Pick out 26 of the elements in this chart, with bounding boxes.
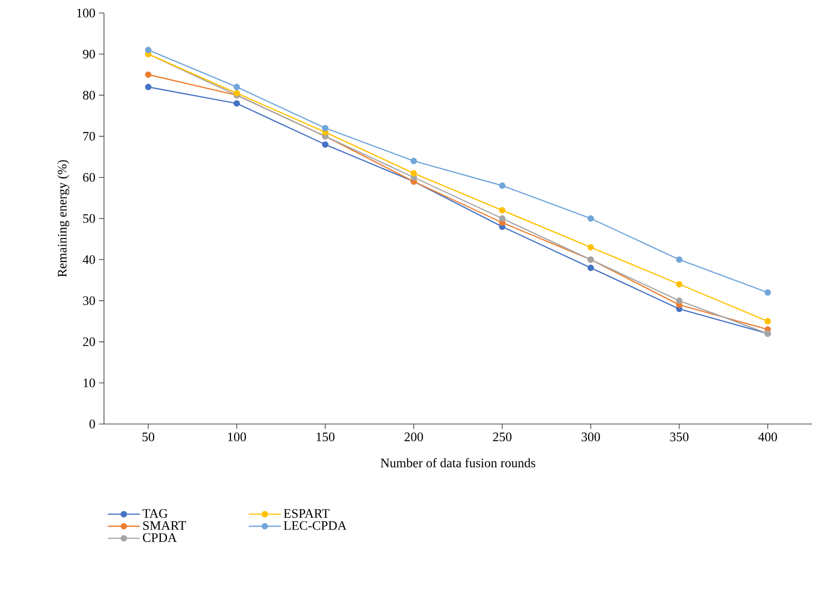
y-tick-label: 80 [83, 90, 95, 100]
x-tick-label: 400 [758, 432, 777, 442]
x-tick-label: 350 [670, 432, 688, 442]
y-tick-label: 50 [83, 214, 95, 223]
x-axis-title: Number of data fusion rounds [380, 458, 536, 468]
legend-label: ESPART [284, 509, 330, 518]
x-tick-label: 50 [142, 432, 154, 442]
y-tick-label: 70 [83, 132, 95, 141]
legend-label: TAG [142, 509, 168, 518]
x-tick-label: 150 [316, 432, 334, 442]
y-tick-label: 100 [77, 8, 95, 18]
y-tick-label: 0 [90, 420, 95, 428]
x-tick-label: 250 [493, 432, 512, 442]
y-tick-label: 20 [83, 337, 95, 346]
y-tick-label: 10 [84, 378, 95, 388]
x-tick-label: 300 [582, 432, 600, 442]
y-axis-title: Remaining energy (%) [57, 160, 70, 277]
legend-label: SMART [143, 521, 186, 530]
legend-label: CPDA [142, 533, 177, 542]
x-tick-label: 200 [404, 432, 423, 442]
y-tick-label: 40 [82, 255, 95, 264]
legend-label: LEC-CPDA [284, 521, 347, 530]
x-tick-label: 100 [228, 432, 246, 442]
y-tick-label: 30 [83, 296, 95, 306]
y-tick-label: 90 [82, 50, 95, 58]
y-tick-label: 60 [83, 173, 95, 182]
